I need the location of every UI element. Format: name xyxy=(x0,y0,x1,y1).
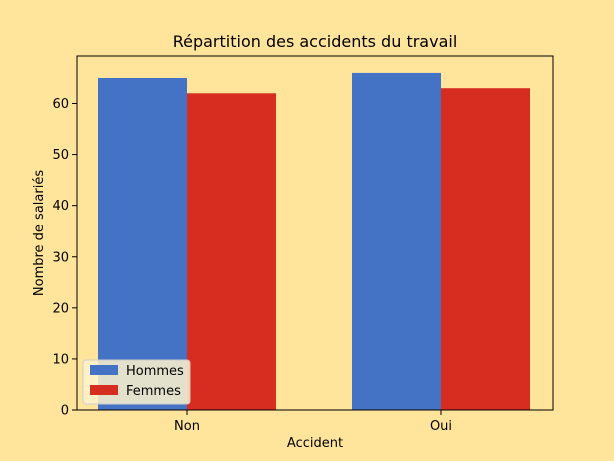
plot-frame xyxy=(76,55,554,411)
x-tick-label: Non xyxy=(174,419,200,434)
x-tick-label: Oui xyxy=(430,419,452,434)
legend-swatch-femmes xyxy=(90,385,118,395)
bar-femmes-oui xyxy=(441,88,530,410)
y-axis-title: Nombre de salariés xyxy=(32,170,47,296)
y-tick-label: 20 xyxy=(52,301,69,316)
x-axis-title: Accident xyxy=(287,436,343,451)
bars-layer xyxy=(98,72,530,411)
bar-hommes-oui xyxy=(352,72,441,411)
y-tick-label: 10 xyxy=(52,352,69,367)
y-tick-label: 60 xyxy=(52,97,69,112)
y-tick-label: 50 xyxy=(52,148,69,163)
y-axis: 0 10 20 30 40 50 60 xyxy=(52,97,77,419)
y-tick-label: 40 xyxy=(52,199,69,214)
legend: Hommes Femmes xyxy=(82,359,191,405)
bar-femmes-non xyxy=(187,93,276,411)
y-tick-label: 0 xyxy=(61,404,69,419)
y-tick-label: 30 xyxy=(52,250,69,265)
legend-label-hommes: Hommes xyxy=(126,364,184,379)
bar-hommes-non xyxy=(98,78,187,410)
legend-swatch-hommes xyxy=(90,365,118,375)
legend-label-femmes: Femmes xyxy=(126,384,181,399)
chart-title: Répartition des accidents du travail xyxy=(173,32,458,51)
x-axis: Non Oui xyxy=(174,410,452,434)
